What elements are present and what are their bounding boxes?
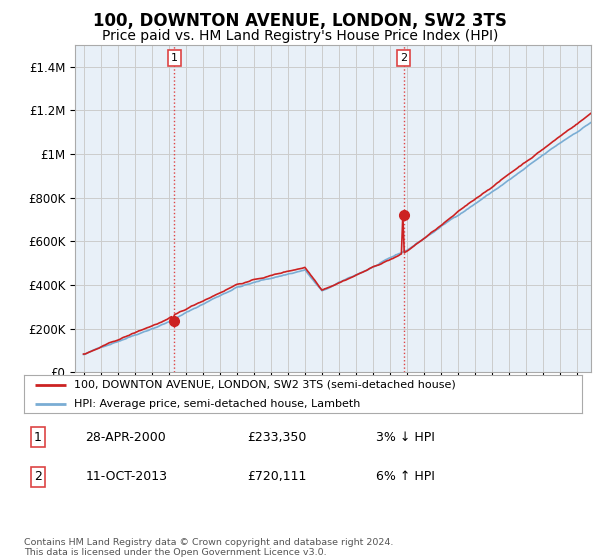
Text: 3% ↓ HPI: 3% ↓ HPI [376,431,434,444]
Text: 6% ↑ HPI: 6% ↑ HPI [376,470,434,483]
Text: 100, DOWNTON AVENUE, LONDON, SW2 3TS: 100, DOWNTON AVENUE, LONDON, SW2 3TS [93,12,507,30]
Text: £233,350: £233,350 [247,431,307,444]
Text: 2: 2 [34,470,42,483]
Text: 2: 2 [400,53,407,63]
Text: 100, DOWNTON AVENUE, LONDON, SW2 3TS (semi-detached house): 100, DOWNTON AVENUE, LONDON, SW2 3TS (se… [74,380,456,390]
Text: 1: 1 [170,53,178,63]
Text: 28-APR-2000: 28-APR-2000 [85,431,166,444]
Text: 11-OCT-2013: 11-OCT-2013 [85,470,167,483]
Text: Price paid vs. HM Land Registry's House Price Index (HPI): Price paid vs. HM Land Registry's House … [102,29,498,43]
Text: Contains HM Land Registry data © Crown copyright and database right 2024.
This d: Contains HM Land Registry data © Crown c… [24,538,394,557]
Text: HPI: Average price, semi-detached house, Lambeth: HPI: Average price, semi-detached house,… [74,399,361,409]
Text: £720,111: £720,111 [247,470,307,483]
Text: 1: 1 [34,431,42,444]
